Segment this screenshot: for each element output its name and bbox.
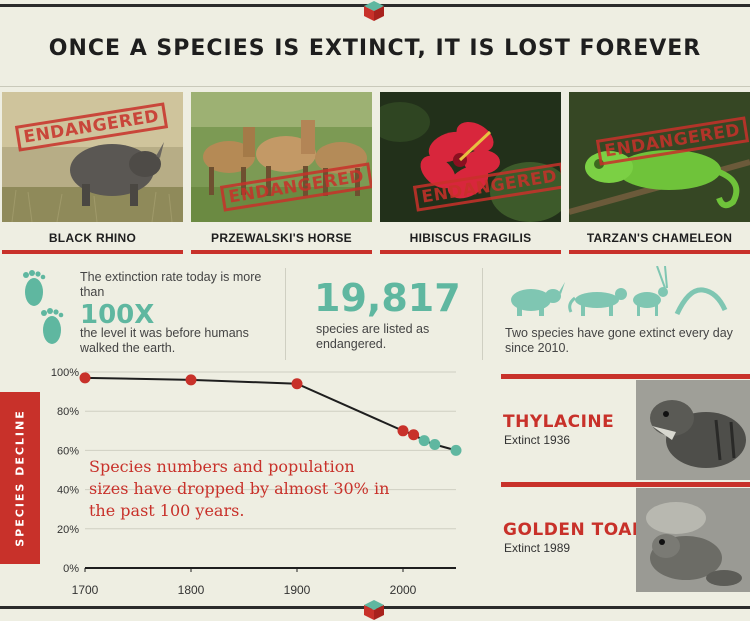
y-tick-label: 20%: [57, 524, 79, 536]
stats-divider: [285, 268, 286, 360]
y-tick-label: 80%: [57, 406, 79, 418]
przewalskis-horse-photo: ENDANGERED: [191, 92, 372, 222]
data-point: [291, 378, 303, 390]
y-tick-label: 60%: [57, 445, 79, 457]
caption-underline: [191, 250, 372, 254]
thylacine-photo: [636, 380, 750, 480]
cube-icon: [364, 1, 384, 21]
extinct-species-year: Extinct 1936: [504, 433, 571, 447]
caption-underline: [2, 250, 183, 254]
hibiscus-fragilis-photo: ENDANGERED: [380, 92, 561, 222]
chart-annotation: Species numbers and population sizes hav…: [89, 457, 390, 520]
y-tick-label: 0%: [63, 563, 79, 575]
data-point: [185, 374, 197, 386]
species-caption: TARZAN'S CHAMELEON: [586, 231, 733, 245]
y-tick-label: 100%: [51, 367, 79, 379]
black-rhino-photo: ENDANGERED: [2, 92, 183, 222]
x-tick-label: 2000: [390, 583, 417, 597]
data-point: [418, 435, 430, 447]
extinction-rate-outro: the level it was before humans walked th…: [80, 326, 249, 355]
data-point: [450, 444, 462, 456]
x-tick-label: 1800: [178, 583, 205, 597]
chart-ylabel-bar: [0, 392, 40, 564]
species-decline-chart: 100% 80% 60% 40% 20% 0% 1700 1800 1900 2000: [51, 367, 462, 597]
title-divider: [0, 86, 750, 87]
chart-ylabel: SPECIES DECLINE: [13, 409, 27, 547]
data-point: [408, 429, 420, 441]
animal-silhouettes-icon: [511, 266, 728, 316]
y-tick-label: 40%: [57, 485, 79, 497]
species-caption: HIBISCUS FRAGILIS: [409, 231, 532, 245]
tarzans-chameleon-photo: ENDANGERED: [569, 92, 750, 222]
footprints-icon: [23, 270, 64, 344]
extinction-rate-value: 100X: [80, 300, 155, 330]
series-line: [84, 376, 457, 452]
extinct-divider: [501, 482, 750, 487]
daily-extinction-text: Two species have gone extinct every day …: [505, 326, 733, 355]
golden-toad-photo: [636, 488, 750, 592]
extinct-divider: [501, 374, 750, 379]
page-title: ONCE A SPECIES IS EXTINCT, IT IS LOST FO…: [48, 36, 702, 61]
endangered-text: species are listed as endangered.: [316, 322, 430, 351]
caption-underline: [569, 250, 750, 254]
species-caption: PRZEWALSKI'S HORSE: [211, 231, 352, 245]
caption-underline: [380, 250, 561, 254]
data-point: [429, 439, 441, 451]
x-tick-label: 1700: [72, 583, 99, 597]
extinct-species-year: Extinct 1989: [504, 541, 571, 555]
data-point: [79, 372, 91, 384]
x-tick-label: 1900: [284, 583, 311, 597]
cube-icon: [364, 600, 384, 620]
data-point: [397, 425, 409, 437]
stats-divider: [482, 268, 483, 360]
species-caption: BLACK RHINO: [48, 231, 137, 245]
endangered-count: 19,817: [314, 276, 461, 320]
extinct-species-name: THYLACINE: [503, 412, 615, 432]
extinction-rate-intro: The extinction rate today is more than: [80, 270, 262, 299]
extinct-species-name: GOLDEN TOAD: [503, 520, 647, 540]
